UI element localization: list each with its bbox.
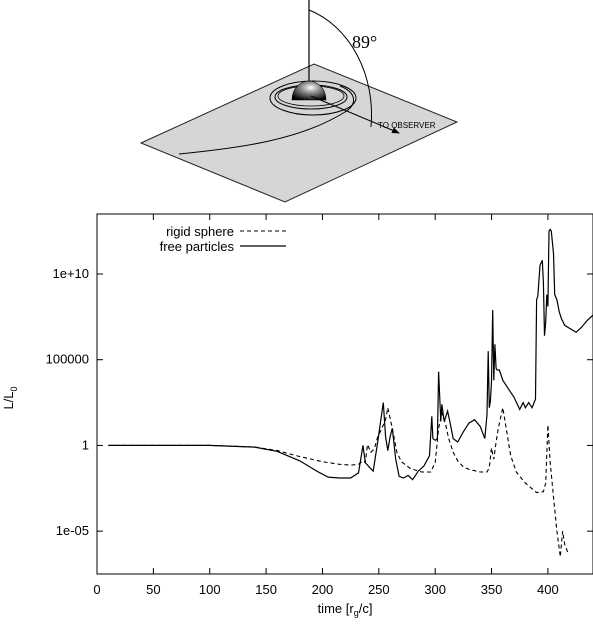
- y-axis-label: L/L0: [1, 386, 19, 409]
- x-tick-label: 100: [199, 582, 221, 597]
- legend-label-rigid-sphere: rigid sphere: [166, 224, 234, 239]
- x-tick-label: 300: [424, 582, 446, 597]
- legend: rigid sphere free particles: [160, 224, 286, 254]
- black-hole-icon: [291, 80, 327, 101]
- y-axis-ticks: [97, 273, 593, 532]
- series-line-rigid-sphere: [108, 407, 569, 557]
- x-axis-label: time [rg/c]: [318, 601, 373, 618]
- orbit-ring-outer: [269, 80, 357, 116]
- x-tick-label: 350: [481, 582, 503, 597]
- y-tick-label: 1e+10: [52, 266, 89, 281]
- observer-arrow: [310, 95, 400, 134]
- y-tick-label: 1e-05: [56, 523, 89, 538]
- orbit-inspiral-tail: [178, 85, 354, 155]
- y-tick-label: 1: [82, 437, 89, 452]
- angle-arc: [308, 9, 373, 128]
- legend-label-free-particles: free particles: [160, 239, 235, 254]
- x-tick-label: 400: [537, 582, 559, 597]
- angle-label: 89°: [352, 32, 377, 52]
- light-curve-chart: 0 50 100 150 200 250 300 350 400 1e-05 1 100000 1e+…: [1, 213, 593, 618]
- x-tick-label: 200: [312, 582, 334, 597]
- observer-label: TO OBSERVER: [378, 121, 436, 130]
- y-tick-label: 100000: [46, 352, 89, 367]
- orbit-diagram: 89° TO OBSERVER: [139, 0, 459, 203]
- x-tick-label: 250: [368, 582, 390, 597]
- x-axis-ticks: [96, 214, 549, 574]
- y-axis-tick-labels: 1e-05 1 100000 1e+10: [46, 266, 89, 538]
- x-tick-label: 50: [146, 582, 160, 597]
- plot-frame: [96, 213, 593, 575]
- x-tick-label: 0: [93, 582, 100, 597]
- x-tick-label: 150: [255, 582, 277, 597]
- series-line-free-particles: [108, 228, 593, 481]
- x-axis-tick-labels: 0 50 100 150 200 250 300 350 400: [93, 582, 558, 597]
